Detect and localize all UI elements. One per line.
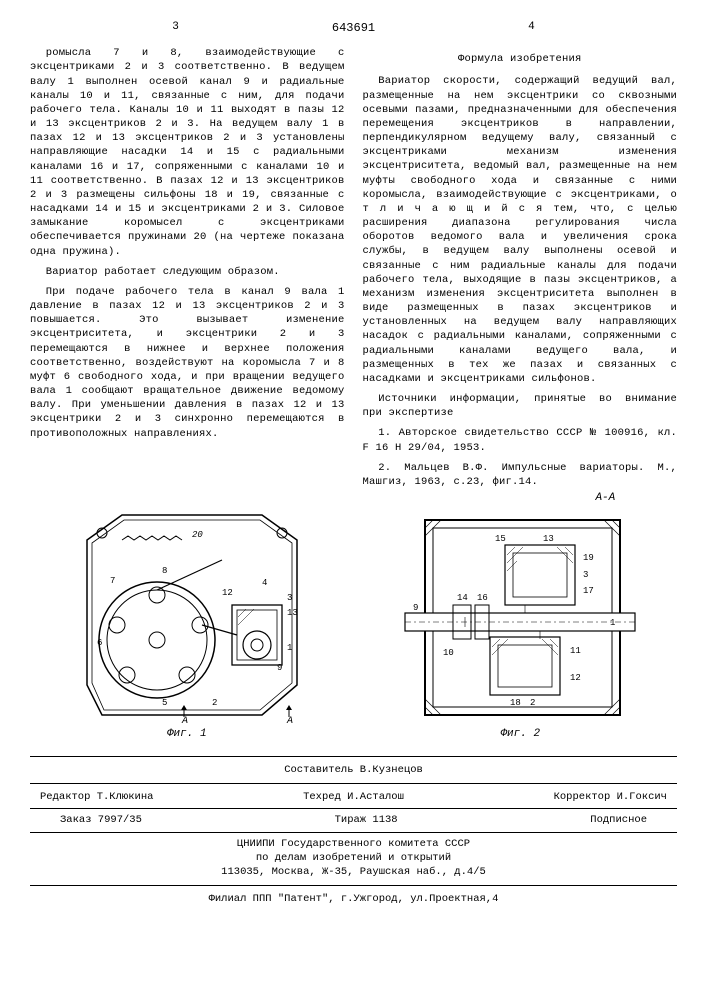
order-number: Заказ 7997/35: [60, 813, 142, 827]
signed: Подписное: [590, 813, 647, 827]
org-line2: по делам изобретений и открытий: [30, 851, 677, 865]
tech-editor: Техред И.Асталош: [303, 790, 404, 804]
page-num-left: 3: [30, 20, 321, 36]
svg-text:9: 9: [277, 663, 282, 673]
svg-text:5: 5: [162, 698, 167, 708]
section-aa-label: A-A: [595, 491, 615, 506]
svg-text:17: 17: [583, 586, 594, 596]
svg-text:A: A: [286, 716, 293, 725]
page-num-right: 4: [386, 20, 677, 36]
footer: Составитель В.Кузнецов Редактор Т.Клюкин…: [30, 756, 677, 906]
svg-text:7: 7: [110, 576, 115, 586]
svg-text:9: 9: [413, 603, 418, 613]
figure-2: A-A: [395, 505, 645, 742]
svg-text:10: 10: [443, 648, 454, 658]
svg-text:12: 12: [222, 588, 233, 598]
svg-text:16: 16: [477, 593, 488, 603]
left-para3: При подаче рабочего тела в канал 9 вала …: [30, 285, 345, 441]
corrector: Корректор И.Гоксич: [554, 790, 667, 804]
svg-text:1: 1: [610, 618, 615, 628]
svg-text:6: 6: [97, 638, 102, 648]
tirage: Тираж 1138: [335, 813, 398, 827]
two-column-text: ромысла 7 и 8, взаимодействующие с эксце…: [30, 46, 677, 495]
right-para1: Вариатор скорости, содержащий ведущий ва…: [363, 74, 678, 386]
left-para1: ромысла 7 и 8, взаимодействующие с эксце…: [30, 46, 345, 259]
org-line1: ЦНИИПИ Государственного комитета СССР: [30, 837, 677, 851]
figure-1-svg: 20: [62, 505, 312, 725]
left-para2: Вариатор работает следующим образом.: [30, 265, 345, 279]
svg-text:12: 12: [570, 673, 581, 683]
svg-text:11: 11: [570, 646, 581, 656]
figure-2-svg: 14 16 10 15 19 3 17 11 12 18 2 1 9 13: [395, 505, 645, 725]
compiler: Составитель В.Кузнецов: [30, 763, 677, 777]
header-row: 3 643691 4: [30, 20, 677, 36]
svg-text:14: 14: [457, 593, 468, 603]
figure-1: 20: [62, 505, 312, 742]
left-column: ромысла 7 и 8, взаимодействующие с эксце…: [30, 46, 345, 495]
figure-2-label: Фиг. 2: [395, 727, 645, 742]
address: 113035, Москва, Ж-35, Раушская наб., д.4…: [30, 865, 677, 879]
claim-heading: Формула изобретения: [363, 52, 678, 66]
svg-text:3: 3: [583, 570, 588, 580]
svg-text:2: 2: [530, 698, 535, 708]
svg-text:19: 19: [583, 553, 594, 563]
svg-text:4: 4: [262, 578, 267, 588]
svg-text:2: 2: [212, 698, 217, 708]
figures-row: 20: [30, 505, 677, 742]
svg-text:15: 15: [495, 534, 506, 544]
reference-2: 2. Мальцев В.Ф. Импульсные вариаторы. М.…: [363, 461, 678, 489]
svg-text:8: 8: [162, 566, 167, 576]
right-column: Формула изобретения Вариатор скорости, с…: [363, 46, 678, 495]
svg-text:18: 18: [510, 698, 521, 708]
filial: Филиал ППП "Патент", г.Ужгород, ул.Проек…: [30, 892, 677, 906]
patent-number: 643691: [321, 20, 386, 36]
svg-text:1: 1: [287, 643, 292, 653]
svg-text:13: 13: [543, 534, 554, 544]
svg-text:A: A: [181, 716, 188, 725]
svg-text:13: 13: [287, 608, 298, 618]
right-para2: Источники информации, принятые во вниман…: [363, 392, 678, 420]
reference-1: 1. Авторское свидетельство СССР № 100916…: [363, 426, 678, 454]
patent-page: 3 643691 4 ромысла 7 и 8, взаимодействую…: [0, 0, 707, 1000]
svg-text:3: 3: [287, 593, 292, 603]
figure-1-label: Фиг. 1: [62, 727, 312, 742]
svg-text:20: 20: [192, 530, 203, 540]
editor: Редактор Т.Клюкина: [40, 790, 153, 804]
